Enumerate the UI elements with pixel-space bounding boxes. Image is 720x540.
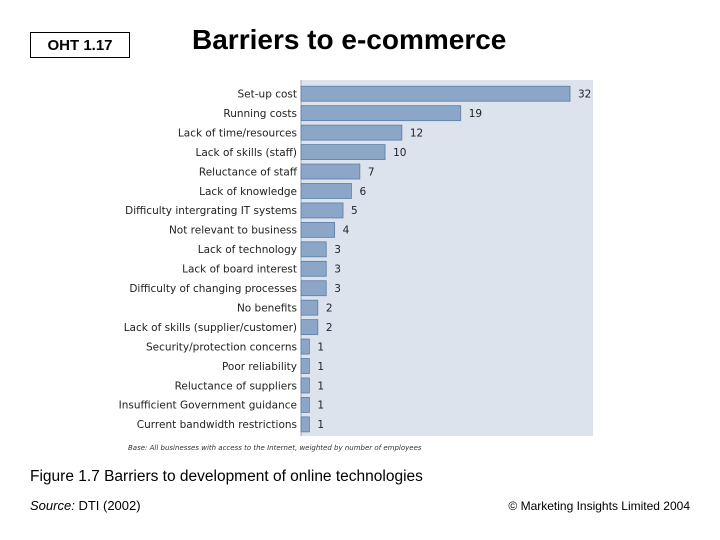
category-label: Set-up cost [238,89,297,101]
bar [300,397,310,413]
category-label: Lack of board interest [182,264,297,276]
value-label: 2 [326,322,333,334]
category-label: No benefits [237,302,297,314]
category-label: Current bandwidth restrictions [137,419,297,431]
category-label: Difficulty intergrating IT systems [125,205,297,217]
slide-badge-text: OHT 1.17 [47,36,113,54]
bar-chart: Set-up cost Running costs Lack of time/res… [119,80,593,452]
category-label: Lack of time/resources [178,127,297,139]
value-label: 12 [410,127,423,139]
value-label: 3 [334,283,341,295]
value-label: 7 [368,166,375,178]
category-label: Security/protection concerns [146,341,297,353]
bar [300,163,361,180]
source-line: Source: DTI (2002) [30,498,141,513]
category-label: Lack of knowledge [199,186,297,198]
value-label: 3 [334,264,341,276]
bar [300,280,327,297]
category-label: Lack of skills (supplier/customer) [124,322,297,334]
value-label: 1 [317,419,324,431]
category-label: Poor reliability [222,361,297,373]
slide-badge: OHT 1.17 [30,32,130,58]
category-label: Reluctance of staff [199,166,298,178]
bar [300,105,462,122]
bar [300,221,336,238]
category-label: Difficulty of changing processes [129,283,297,295]
bar [300,416,310,433]
value-label: 6 [359,186,366,198]
bar [300,85,571,102]
bar [300,183,352,199]
value-label: 10 [393,147,406,159]
chart-bars [300,85,571,433]
value-label: 5 [351,205,358,217]
value-label: 4 [343,225,350,237]
bar [300,319,319,336]
bar [300,377,310,394]
category-label: Running costs [223,108,297,120]
chart-note: Base: All businesses with access to the … [128,444,422,452]
bar [300,241,327,258]
value-label: 1 [317,380,324,392]
bar [300,124,403,141]
value-label: 1 [317,400,324,412]
category-label: Insufficient Government guidance [119,400,297,412]
value-label: 1 [317,341,324,353]
copyright-text: © Marketing Insights Limited 2004 [508,499,690,513]
category-label: Lack of skills (staff) [196,147,298,159]
value-label: 3 [334,244,341,256]
category-label: Not relevant to business [169,225,297,237]
source-label: Source: [30,498,75,513]
value-label: 2 [326,302,333,314]
bar [300,299,319,316]
chart-category-labels: Set-up cost Running costs Lack of time/res… [119,89,298,432]
value-label: 32 [578,89,591,101]
value-label: 19 [469,108,482,120]
bar [300,144,386,160]
category-label: Reluctance of suppliers [175,380,297,392]
bar [300,260,327,277]
source-text: DTI (2002) [78,498,141,513]
bar [300,358,310,374]
bar [300,338,310,355]
figure-caption: Figure 1.7 Barriers to development of on… [30,468,423,485]
value-label: 1 [317,361,324,373]
category-label: Lack of technology [198,244,297,256]
page-title: Barriers to e-commerce [192,24,507,55]
bar [300,202,344,219]
